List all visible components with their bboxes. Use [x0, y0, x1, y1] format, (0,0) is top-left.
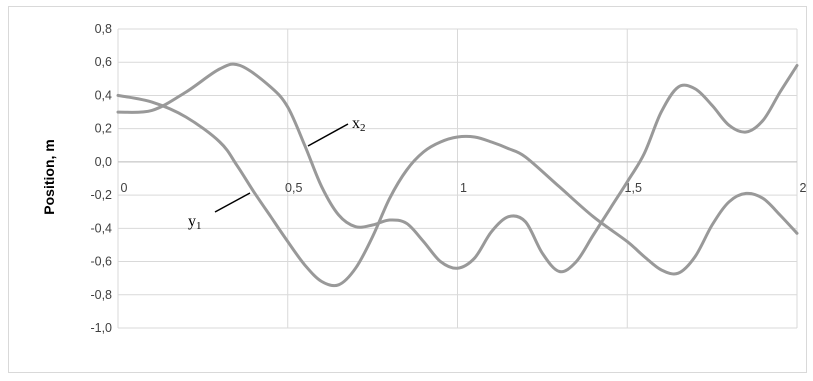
series-lines: [116, 62, 799, 288]
x-tick-labels: 0 0,5 1 1,5 2: [121, 181, 807, 195]
annotation-x2: x2: [352, 115, 366, 134]
y-tick-label: -0,6: [90, 255, 112, 269]
y-tick-label: 0,8: [95, 22, 112, 36]
series-line-y1: [116, 93, 799, 288]
y-tick-labels: 0,8 0,6 0,4 0,2 0,0 -0,2 -0,4 -0,6 -0,8 -1,0: [90, 22, 112, 335]
leader-line-x2: [307, 123, 349, 147]
series-line-x2: [116, 62, 799, 274]
chart-area: [8, 6, 807, 373]
y-tick-label: -0,2: [90, 188, 112, 202]
x-tick-label: 1: [460, 181, 467, 195]
x-tick-label: 0,5: [285, 181, 302, 195]
x-tick-label: 2: [800, 181, 807, 195]
y-tick-label: 0,6: [95, 55, 112, 69]
annotation-y1: y1: [188, 213, 202, 232]
y-tick-label: 0,2: [95, 122, 112, 136]
gridlines: [117, 28, 798, 329]
y-tick-label: -1,0: [90, 321, 112, 335]
y-tick-label: -0,4: [90, 221, 112, 235]
y-tick-label: 0,0: [95, 155, 112, 169]
y-axis-label: Position, m: [41, 139, 57, 214]
leader-line-y1: [214, 192, 251, 213]
x-tick-label: 1,5: [625, 181, 642, 195]
y-tick-label: -0,8: [90, 288, 112, 302]
y-tick-label: 0,4: [95, 88, 112, 102]
x-tick-label: 0: [121, 181, 128, 195]
